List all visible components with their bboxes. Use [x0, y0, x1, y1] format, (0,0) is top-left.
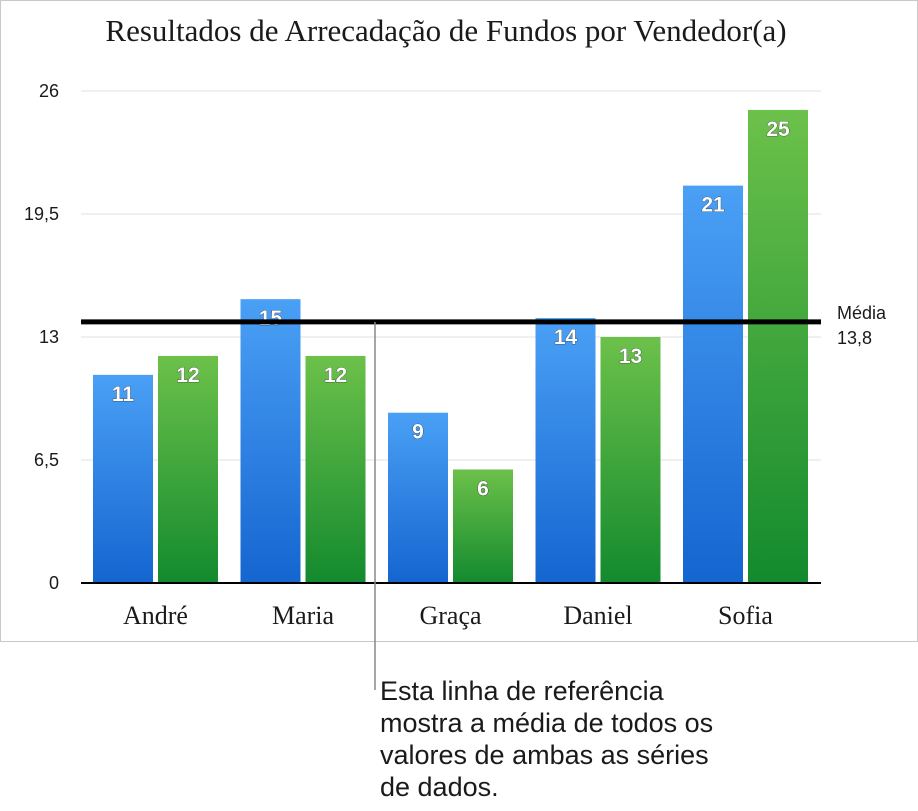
reference-line-group: Média 13,8 — [81, 303, 887, 348]
x-category-label: Graça — [419, 601, 482, 630]
x-category-label: André — [123, 601, 188, 630]
bar — [158, 355, 218, 583]
y-tick-label: 19,5 — [24, 204, 59, 224]
bar — [535, 318, 596, 583]
bar-value-label: 25 — [766, 118, 790, 141]
y-tick-label: 13 — [39, 327, 59, 347]
bars: 11 12 15 12 9 6 14 13 21 25 — [81, 109, 821, 584]
bar-value-label: 15 — [259, 307, 283, 330]
bar-value-label: 11 — [112, 383, 135, 406]
x-category-label: Sofia — [718, 601, 773, 630]
reference-line-value: 13,8 — [837, 328, 872, 348]
bar — [600, 337, 661, 583]
bar-value-label: 6 — [477, 477, 489, 500]
callout-text: Esta linha de referência mostra a média … — [380, 676, 714, 802]
y-tick-label: 6,5 — [34, 450, 59, 470]
bar — [93, 374, 153, 583]
bar — [683, 185, 743, 583]
chart-frame: Resultados de Arrecadação de Fundos por … — [0, 0, 918, 642]
bar-chart: 0 6,5 13 19,5 26 11 12 15 12 9 6 14 13 21 25 André Mar… — [24, 81, 887, 630]
bar — [240, 299, 301, 583]
bar — [453, 469, 513, 583]
bar-value-label: 12 — [176, 364, 199, 387]
x-category-label: Daniel — [563, 601, 632, 630]
bar — [388, 412, 448, 583]
x-category-label: Maria — [272, 601, 335, 630]
bar-value-label: 21 — [701, 194, 725, 217]
bar-value-label: 12 — [324, 364, 347, 387]
y-axis-ticks: 0 6,5 13 19,5 26 — [24, 81, 59, 593]
x-axis-labels: André Maria Graça Daniel Sofia — [123, 601, 773, 630]
bar — [748, 109, 808, 583]
chart-title: Resultados de Arrecadação de Fundos por … — [105, 13, 787, 48]
bar-value-label: 9 — [412, 421, 424, 444]
bar-value-label: 13 — [619, 345, 642, 368]
reference-line-label: Média — [837, 303, 887, 323]
y-tick-label: 26 — [39, 81, 59, 101]
bar-value-label: 14 — [554, 326, 578, 349]
y-tick-label: 0 — [49, 573, 59, 593]
bar — [305, 355, 366, 583]
